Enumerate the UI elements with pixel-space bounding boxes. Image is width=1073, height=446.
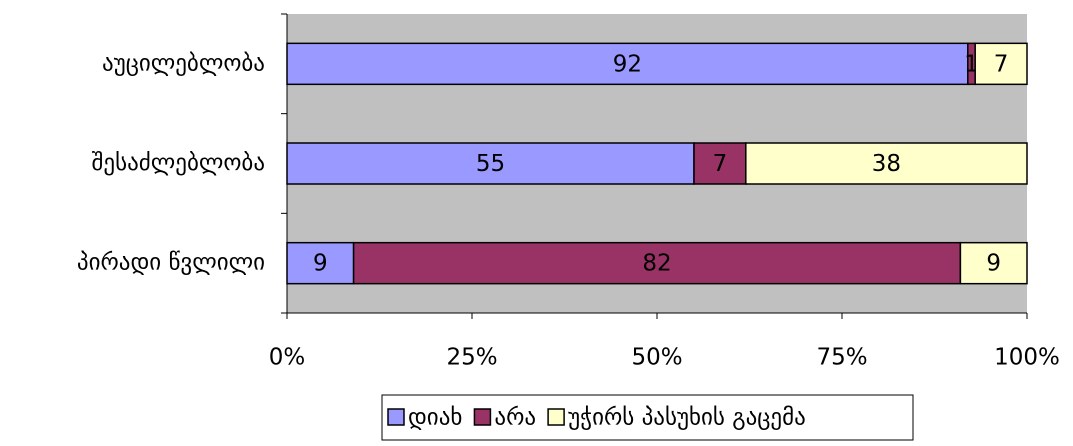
data-label: 7 (994, 51, 1009, 77)
bar-segment (959, 241, 1028, 285)
y-tick-label: პირადი წვლილი (77, 250, 265, 276)
data-label: 9 (986, 251, 1001, 277)
data-label: 9 (313, 251, 328, 277)
x-tick-label: 100% (994, 345, 1060, 371)
legend-label: უჭირს პასუხის გაცემა (568, 405, 806, 431)
legend-label: არა (494, 405, 536, 431)
bar-segment (286, 142, 695, 185)
y-tick-label: აუცილებლობა (102, 50, 265, 76)
data-label: 38 (872, 151, 901, 177)
bar-segment (286, 241, 355, 285)
data-label: 82 (642, 251, 671, 277)
x-tick-label: 75% (816, 345, 867, 371)
bar-segment (745, 142, 1028, 185)
data-label: 92 (613, 51, 642, 77)
legend-box (381, 394, 914, 441)
y-tick-label: შესაძლებლობა (91, 150, 265, 176)
legend-label: დიახ (408, 405, 462, 431)
x-tick-label: 50% (631, 345, 682, 371)
x-tick-label: 0% (269, 345, 306, 371)
legend-swatch (547, 408, 565, 426)
legend-swatch (387, 408, 405, 426)
data-label: 7 (713, 151, 728, 177)
bar-segment (693, 142, 747, 185)
x-tick-label: 25% (446, 345, 497, 371)
data-label: 55 (476, 151, 505, 177)
legend-swatch (473, 408, 492, 426)
bar-segment (974, 42, 1028, 86)
